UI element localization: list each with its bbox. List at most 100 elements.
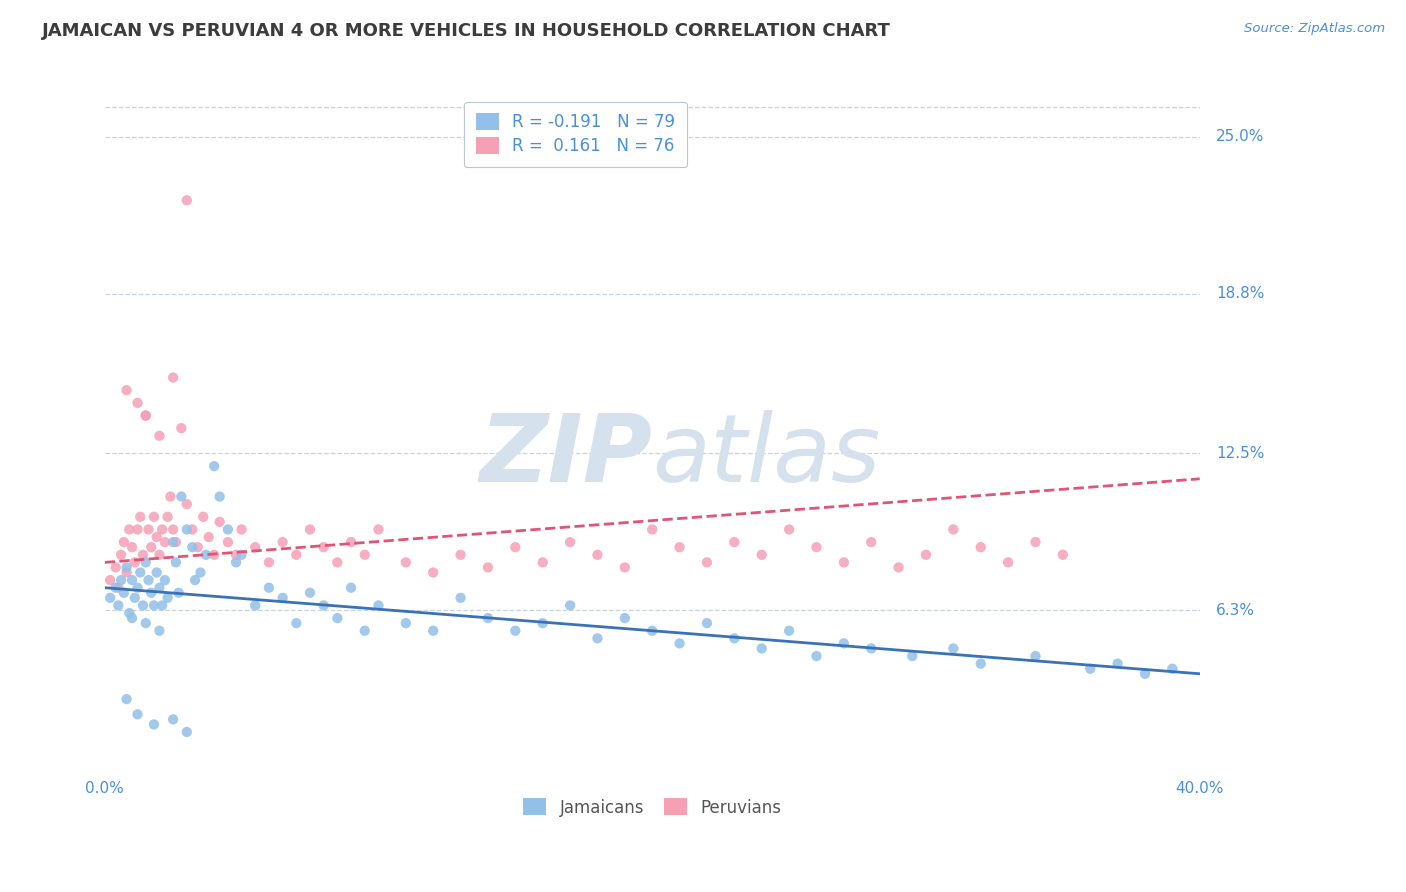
Point bbox=[138, 573, 160, 587]
Point bbox=[208, 490, 231, 504]
Point bbox=[225, 548, 247, 562]
Point bbox=[751, 548, 773, 562]
Point bbox=[110, 573, 132, 587]
Point bbox=[312, 540, 335, 554]
Text: 25.0%: 25.0% bbox=[1216, 129, 1264, 145]
Point bbox=[271, 591, 294, 605]
Point bbox=[1107, 657, 1129, 671]
Text: 18.8%: 18.8% bbox=[1216, 286, 1264, 301]
Point bbox=[121, 573, 143, 587]
Point bbox=[176, 497, 198, 511]
Point bbox=[970, 540, 993, 554]
Point bbox=[141, 586, 163, 600]
Point bbox=[257, 581, 280, 595]
Point bbox=[129, 509, 152, 524]
Point bbox=[115, 692, 138, 706]
Point bbox=[778, 523, 800, 537]
Point bbox=[159, 490, 181, 504]
Point bbox=[367, 523, 389, 537]
Point bbox=[477, 560, 499, 574]
Text: Source: ZipAtlas.com: Source: ZipAtlas.com bbox=[1244, 22, 1385, 36]
Point bbox=[181, 540, 204, 554]
Point bbox=[127, 707, 149, 722]
Point bbox=[170, 421, 193, 435]
Point bbox=[613, 560, 636, 574]
Text: ZIP: ZIP bbox=[479, 409, 652, 501]
Point bbox=[202, 548, 225, 562]
Point bbox=[586, 632, 609, 646]
Point bbox=[162, 523, 184, 537]
Point bbox=[135, 555, 157, 569]
Point bbox=[450, 591, 472, 605]
Point bbox=[107, 599, 129, 613]
Point bbox=[110, 548, 132, 562]
Point bbox=[148, 429, 170, 443]
Point bbox=[112, 586, 135, 600]
Point bbox=[860, 535, 883, 549]
Point bbox=[1024, 535, 1046, 549]
Point bbox=[104, 560, 127, 574]
Point bbox=[194, 548, 217, 562]
Point bbox=[167, 586, 190, 600]
Point bbox=[751, 641, 773, 656]
Point bbox=[340, 581, 363, 595]
Point bbox=[641, 624, 664, 638]
Point bbox=[165, 555, 187, 569]
Point bbox=[115, 560, 138, 574]
Point bbox=[184, 573, 207, 587]
Point bbox=[107, 581, 129, 595]
Point bbox=[668, 540, 690, 554]
Text: atlas: atlas bbox=[652, 410, 880, 501]
Point bbox=[153, 535, 176, 549]
Point bbox=[505, 624, 527, 638]
Point bbox=[558, 535, 581, 549]
Point bbox=[326, 611, 349, 625]
Point bbox=[176, 523, 198, 537]
Point bbox=[98, 591, 121, 605]
Point bbox=[150, 599, 173, 613]
Point bbox=[353, 624, 375, 638]
Point bbox=[193, 509, 215, 524]
Point bbox=[613, 611, 636, 625]
Point bbox=[129, 566, 152, 580]
Point bbox=[901, 648, 924, 663]
Point bbox=[141, 540, 163, 554]
Point bbox=[298, 586, 321, 600]
Point bbox=[395, 616, 418, 631]
Point bbox=[148, 581, 170, 595]
Point bbox=[915, 548, 938, 562]
Point bbox=[1161, 662, 1184, 676]
Point bbox=[422, 624, 444, 638]
Point bbox=[142, 509, 165, 524]
Point bbox=[162, 535, 184, 549]
Point bbox=[135, 409, 157, 423]
Point bbox=[121, 540, 143, 554]
Point bbox=[127, 581, 149, 595]
Point bbox=[285, 548, 308, 562]
Point bbox=[225, 555, 247, 569]
Point bbox=[115, 566, 138, 580]
Point bbox=[832, 636, 855, 650]
Point bbox=[531, 555, 554, 569]
Point bbox=[132, 599, 155, 613]
Point bbox=[887, 560, 910, 574]
Point bbox=[340, 535, 363, 549]
Point bbox=[176, 194, 198, 208]
Point bbox=[832, 555, 855, 569]
Point bbox=[285, 616, 308, 631]
Point bbox=[806, 648, 828, 663]
Point bbox=[148, 548, 170, 562]
Point bbox=[586, 548, 609, 562]
Point bbox=[181, 523, 204, 537]
Point bbox=[942, 641, 965, 656]
Point bbox=[153, 573, 176, 587]
Point bbox=[997, 555, 1019, 569]
Point bbox=[202, 459, 225, 474]
Point bbox=[1133, 666, 1156, 681]
Point bbox=[531, 616, 554, 631]
Point bbox=[118, 606, 141, 620]
Point bbox=[723, 535, 745, 549]
Point bbox=[127, 523, 149, 537]
Point bbox=[860, 641, 883, 656]
Point bbox=[132, 548, 155, 562]
